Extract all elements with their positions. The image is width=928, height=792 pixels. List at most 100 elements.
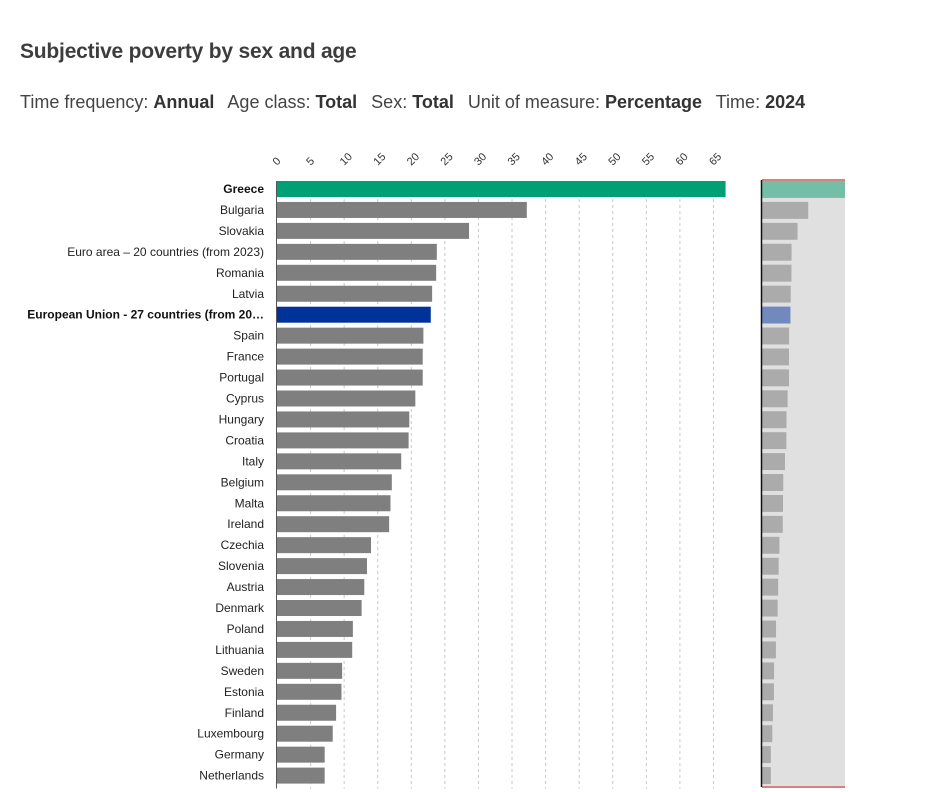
category-label: Denmark (215, 601, 265, 615)
category-label: Lithuania (215, 643, 264, 657)
bar (277, 767, 325, 784)
category-label: Estonia (224, 685, 264, 699)
category-label: France (227, 350, 265, 364)
filter-value-age-class: Total (315, 92, 358, 112)
category-label: Austria (227, 580, 265, 594)
category-label: Finland (225, 706, 264, 720)
x-tick-label: 5 (304, 155, 317, 168)
filter-label-time: Time: (715, 92, 761, 112)
x-tick-label: 50 (606, 151, 623, 168)
bar (277, 453, 402, 470)
x-tick-label: 20 (405, 151, 422, 168)
bar (277, 516, 390, 533)
minimap-bar (762, 201, 809, 219)
minimap-bar (762, 641, 776, 659)
category-label: Poland (227, 622, 264, 636)
x-tick-label: 65 (707, 151, 724, 168)
gridlines (310, 181, 714, 789)
bar (277, 725, 333, 742)
bar (277, 411, 410, 428)
minimap-bar (762, 474, 784, 491)
minimap-bar (762, 725, 773, 743)
bar (277, 579, 365, 596)
bar (277, 285, 433, 302)
bar (277, 746, 325, 763)
minimap-bar (762, 181, 845, 198)
category-label: Slovakia (219, 224, 265, 238)
category-label: Italy (242, 454, 264, 468)
minimap-bar (762, 264, 792, 282)
minimap-bar (762, 285, 791, 303)
bar (277, 495, 391, 512)
minimap-bar (762, 767, 771, 784)
minimap-bar (762, 453, 785, 471)
bar (277, 600, 362, 616)
bar (277, 390, 416, 407)
chart-title: Subjective poverty by sex and age (20, 40, 357, 63)
minimap-bar (762, 746, 771, 764)
bar (277, 348, 423, 365)
category-label: Germany (215, 748, 264, 762)
bar (277, 306, 431, 323)
filter-label-age-class: Age class: (227, 92, 311, 112)
minimap-bar (762, 369, 789, 387)
minimap-bar (762, 222, 798, 240)
filter-value-sex: Total (412, 92, 454, 112)
category-label: Malta (235, 496, 265, 510)
category-label: Belgium (221, 475, 264, 489)
minimap-bar (762, 662, 775, 680)
minimap-bar (762, 704, 773, 722)
minimap-bar (762, 578, 779, 596)
bar (277, 537, 372, 554)
x-tick-label: 10 (338, 151, 355, 168)
minimap-bar (762, 390, 788, 408)
minimap-bar (762, 306, 791, 324)
category-label: Euro area – 20 countries (from 2023) (67, 245, 264, 259)
x-tick-label: 45 (573, 151, 590, 168)
bars (277, 181, 726, 784)
minimap-bar (762, 494, 783, 512)
bar (277, 201, 527, 218)
bar (277, 369, 423, 386)
minimap-bar (762, 536, 780, 554)
x-tick-label: 25 (439, 151, 456, 168)
category-label: Cyprus (226, 392, 264, 406)
x-tick-label: 40 (539, 151, 556, 168)
category-label: Ireland (227, 517, 264, 531)
category-label: Sweden (221, 664, 264, 678)
minimap-bar (762, 327, 790, 345)
category-labels: Greece Bulgaria Slovakia Euro area – 20 cou… (27, 182, 265, 783)
minimap-bar (762, 515, 783, 533)
bar (277, 641, 353, 658)
minimap-bar (762, 348, 789, 366)
x-tick-label: 0 (271, 155, 284, 168)
category-label: Luxembourg (197, 727, 264, 741)
bar (277, 222, 470, 239)
bar (277, 662, 343, 679)
category-label: Greece (223, 182, 264, 196)
minimap-scrollbar[interactable] (760, 179, 846, 788)
category-label: Croatia (225, 433, 264, 447)
x-tick-label: 55 (640, 151, 657, 168)
filter-value-time-frequency: Annual (153, 92, 215, 112)
minimap-bar (762, 683, 774, 701)
category-label: Romania (216, 266, 264, 280)
x-axis-ticks: 0 5 10 15 20 25 30 35 40 45 50 55 60 65 (271, 151, 725, 168)
filter-summary: Time frequency: Annual Age class: Total … (20, 92, 814, 113)
x-tick-label: 60 (674, 151, 691, 168)
bar (277, 683, 342, 700)
filter-value-time: 2024 (765, 92, 806, 112)
filter-value-unit: Percentage (604, 92, 703, 112)
category-label: Netherlands (199, 769, 264, 783)
category-label: Hungary (219, 412, 264, 426)
minimap-bar (762, 432, 787, 450)
bar (277, 181, 726, 197)
category-label: Latvia (232, 287, 264, 301)
filter-label-unit: Unit of measure: (467, 92, 600, 112)
filter-label-sex: Sex: (371, 92, 408, 112)
filter-label-time-frequency: Time frequency: (20, 92, 149, 112)
bar (277, 704, 337, 721)
x-tick-label: 30 (472, 151, 489, 168)
bar (277, 432, 409, 449)
